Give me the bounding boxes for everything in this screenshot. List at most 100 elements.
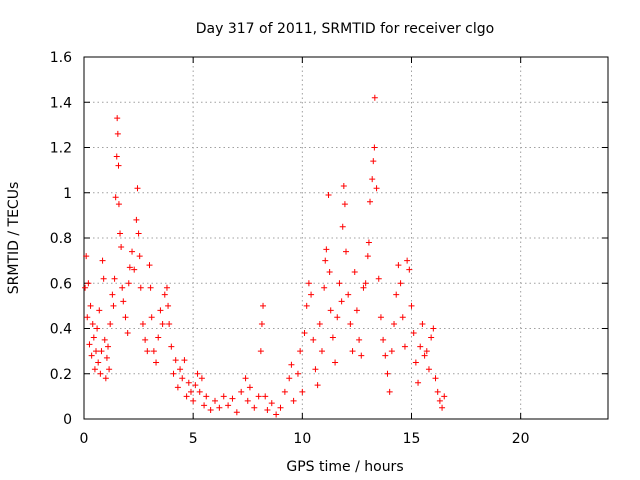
data-point [113,153,120,160]
data-point [434,388,441,395]
y-tick-label: 0 [63,412,72,428]
data-point [417,343,424,350]
data-point [303,302,310,309]
data-point [148,314,155,321]
y-tick-label: 1.2 [50,141,72,157]
data-point [323,246,330,253]
data-point [365,239,372,246]
data-point [343,248,349,255]
data-point [139,320,146,327]
data-point [347,320,354,327]
data-point [375,275,382,282]
data-point [114,130,121,137]
data-point [119,284,126,291]
data-point [96,307,103,314]
data-point [356,336,363,343]
data-point [114,115,121,122]
data-point [90,334,97,341]
data-point [432,375,439,382]
data-point [115,162,122,169]
data-point [229,395,236,402]
data-point [369,176,376,183]
data-point [364,253,371,260]
data-point [386,388,393,395]
data-point [349,348,356,355]
data-point [410,330,417,337]
data-point [277,404,284,411]
data-point [288,361,295,368]
tick-labels: 0 5 10 15 20 0 0.2 0.4 0.6 0.8 1 1.2 1.4 1.6 [50,50,530,447]
data-point [370,158,377,165]
data-point [157,307,164,314]
data-point [155,334,162,341]
data-point [112,194,119,201]
data-point [382,352,389,359]
y-tick-label: 0.4 [50,322,72,338]
data-point [336,280,343,287]
data-point [110,302,117,309]
data-point [187,388,194,395]
data-point [85,280,92,287]
data-point [408,302,415,309]
data-point [397,280,404,287]
data-point [82,284,89,291]
data-point [371,144,378,151]
data-point [371,94,378,101]
data-point [147,284,154,291]
data-point [244,397,251,404]
y-tick-label: 1.4 [50,95,72,111]
data-points [82,94,448,418]
data-point [281,388,288,395]
data-point [168,343,175,350]
data-point [135,230,142,237]
data-point [367,198,374,205]
data-point [207,406,214,413]
data-point [181,357,188,364]
data-point [159,320,166,327]
data-point [105,343,112,350]
data-point [332,359,339,366]
data-point [86,341,93,348]
y-tick-label: 1.6 [50,50,72,66]
y-tick-label: 0.2 [50,367,72,383]
data-point [97,370,104,377]
data-point [94,325,101,332]
data-point [339,223,346,230]
data-point [109,291,116,298]
data-point [106,366,113,373]
data-point [190,397,197,404]
data-point [194,370,201,377]
data-point [255,393,262,400]
data-point [131,266,138,273]
data-point [290,397,297,404]
data-point [137,284,144,291]
data-point [268,400,275,407]
y-axis-label: SRMTID / TECUs [6,182,22,295]
data-point [163,284,170,291]
data-point [257,348,264,355]
data-point [134,185,141,192]
data-point [341,201,348,208]
data-point [174,384,181,391]
data-point [183,393,190,400]
data-point [308,291,315,298]
data-point [406,266,413,273]
data-point [373,185,380,192]
data-point [111,275,118,282]
data-point [84,314,91,321]
data-point [124,330,131,337]
y-tick-label: 1 [63,186,72,202]
x-tick-label: 20 [512,431,530,447]
data-point [326,268,333,275]
data-point [102,375,109,382]
data-point [423,348,430,355]
data-point [246,384,253,391]
data-point [117,230,124,237]
data-point [120,298,127,305]
data-point [388,348,395,355]
data-point [286,375,293,382]
data-point [103,354,110,361]
data-point [179,375,186,382]
data-point [412,359,419,366]
